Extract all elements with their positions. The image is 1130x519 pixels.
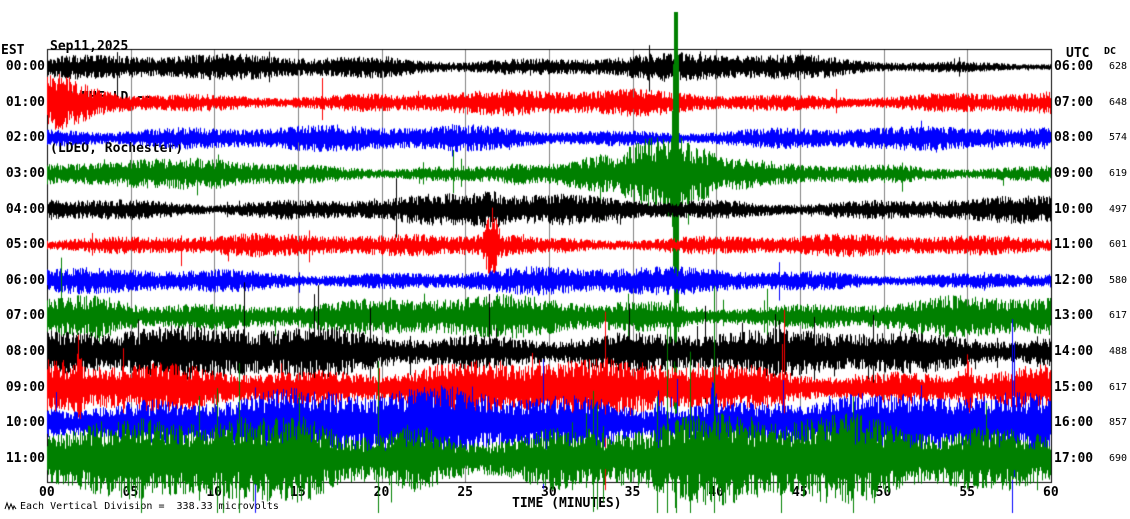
x-tick-label: 10 [206,485,222,500]
dc-offset-value: 648 [1108,96,1127,108]
scale-footnote: Each Vertical Division = 338.33 microvol… [20,501,279,512]
utc-time-label: 07:00 [1054,94,1094,110]
est-time-label: 04:00 [5,201,45,217]
est-time-label: 05:00 [5,237,45,253]
utc-time-label: 17:00 [1054,451,1094,467]
dc-offset-value: 628 [1108,61,1127,72]
utc-time-label: 16:00 [1054,415,1094,431]
est-time-label: 10:00 [5,415,45,431]
est-time-label: 07:00 [5,308,45,324]
utc-time-label: 06:00 [1054,59,1094,74]
est-time-label: 02:00 [5,130,45,146]
x-tick-label: 15 [290,485,306,500]
header-station: ROC HHE LD -- [50,90,152,105]
utc-time-label: 12:00 [1054,272,1094,288]
dc-offset-value: 488 [1108,346,1127,358]
dc-offset-value: 601 [1108,239,1127,251]
x-tick-label: 60 [1043,485,1059,500]
x-tick-label: 35 [624,485,641,500]
dc-offset-value: 617 [1108,310,1127,322]
dc-offset-value: 619 [1108,167,1127,179]
x-tick-label: 40 [708,485,724,500]
est-time-label: 09:00 [5,379,45,395]
waveform-icon [4,501,17,511]
est-time-label: 06:00 [5,272,45,288]
est-time-label: 00:00 [5,59,45,74]
est-time-label: 11:00 [5,451,45,467]
x-tick-label: 45 [792,485,808,500]
est-time-label: 08:00 [5,344,45,360]
dc-offset-value: 617 [1108,381,1127,393]
utc-time-label: 14:00 [1054,344,1094,360]
utc-time-label: 09:00 [1054,165,1094,181]
left-axis-header: EST [1,43,25,58]
x-axis-title: TIME (MINUTES) [512,496,622,511]
x-tick-label: 50 [875,485,892,500]
x-tick-label: 55 [959,485,975,500]
dc-column-header: DC [1104,46,1117,57]
header-date: Sep11,2025 [50,39,129,54]
dc-offset-value: 497 [1108,203,1127,215]
utc-time-label: 08:00 [1054,130,1094,146]
utc-time-label: 13:00 [1054,308,1094,324]
dc-offset-value: 580 [1108,274,1127,286]
utc-time-label: 11:00 [1054,237,1094,253]
plot-header: Sep11,2025 ROC HHE LD -- (LDEO, Rocheste… [50,4,183,174]
header-location: (LDEO, Rochester) [50,141,184,156]
x-tick-label: 00 [39,485,55,500]
est-time-label: 01:00 [5,94,45,110]
x-tick-label: 20 [373,485,390,500]
utc-time-label: 10:00 [1054,201,1094,217]
dc-offset-value: 857 [1108,417,1127,429]
utc-time-label: 15:00 [1054,379,1094,395]
x-tick-label: 25 [457,485,473,500]
dc-offset-value: 690 [1108,453,1127,465]
x-tick-label: 05 [122,485,139,500]
est-time-label: 03:00 [5,165,45,181]
dc-offset-value: 574 [1108,132,1127,144]
